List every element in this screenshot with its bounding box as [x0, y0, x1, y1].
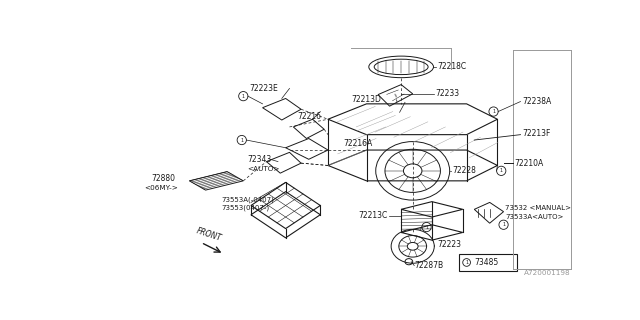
- Text: FRONT: FRONT: [196, 226, 223, 243]
- Text: 1: 1: [500, 168, 503, 173]
- Text: 72238A: 72238A: [522, 97, 551, 106]
- Text: 1: 1: [242, 94, 245, 99]
- Text: 72880: 72880: [151, 174, 175, 183]
- Text: 73485: 73485: [474, 258, 499, 267]
- Text: 1: 1: [425, 225, 428, 229]
- Text: <AUTO>: <AUTO>: [247, 166, 280, 172]
- Text: 72287B: 72287B: [414, 261, 444, 270]
- Text: 72213C: 72213C: [359, 211, 388, 220]
- Text: 72213F: 72213F: [522, 129, 550, 138]
- Text: 73533A<AUTO>: 73533A<AUTO>: [505, 214, 563, 220]
- Text: 72218C: 72218C: [437, 62, 467, 71]
- Bar: [459, 254, 516, 271]
- Text: 72233: 72233: [436, 89, 460, 98]
- Text: 73553A(-0407): 73553A(-0407): [221, 197, 275, 203]
- Text: 72223E: 72223E: [250, 84, 278, 93]
- Text: 72228: 72228: [452, 166, 477, 175]
- Text: 1: 1: [240, 138, 243, 142]
- Text: A720001198: A720001198: [524, 270, 571, 276]
- Text: 72213D: 72213D: [351, 95, 381, 105]
- Text: 1: 1: [465, 260, 468, 265]
- Text: 72210A: 72210A: [515, 159, 543, 168]
- Text: <06MY->: <06MY->: [145, 185, 179, 191]
- Text: 72216: 72216: [297, 112, 321, 121]
- Text: 1: 1: [492, 109, 495, 114]
- Text: 73532 <MANUAL>: 73532 <MANUAL>: [505, 205, 571, 211]
- Text: 72343: 72343: [247, 155, 271, 164]
- Text: 72216A: 72216A: [344, 140, 372, 148]
- Text: 72223: 72223: [437, 240, 461, 249]
- Text: 73553(0407-): 73553(0407-): [221, 204, 270, 211]
- Text: 1: 1: [502, 222, 505, 227]
